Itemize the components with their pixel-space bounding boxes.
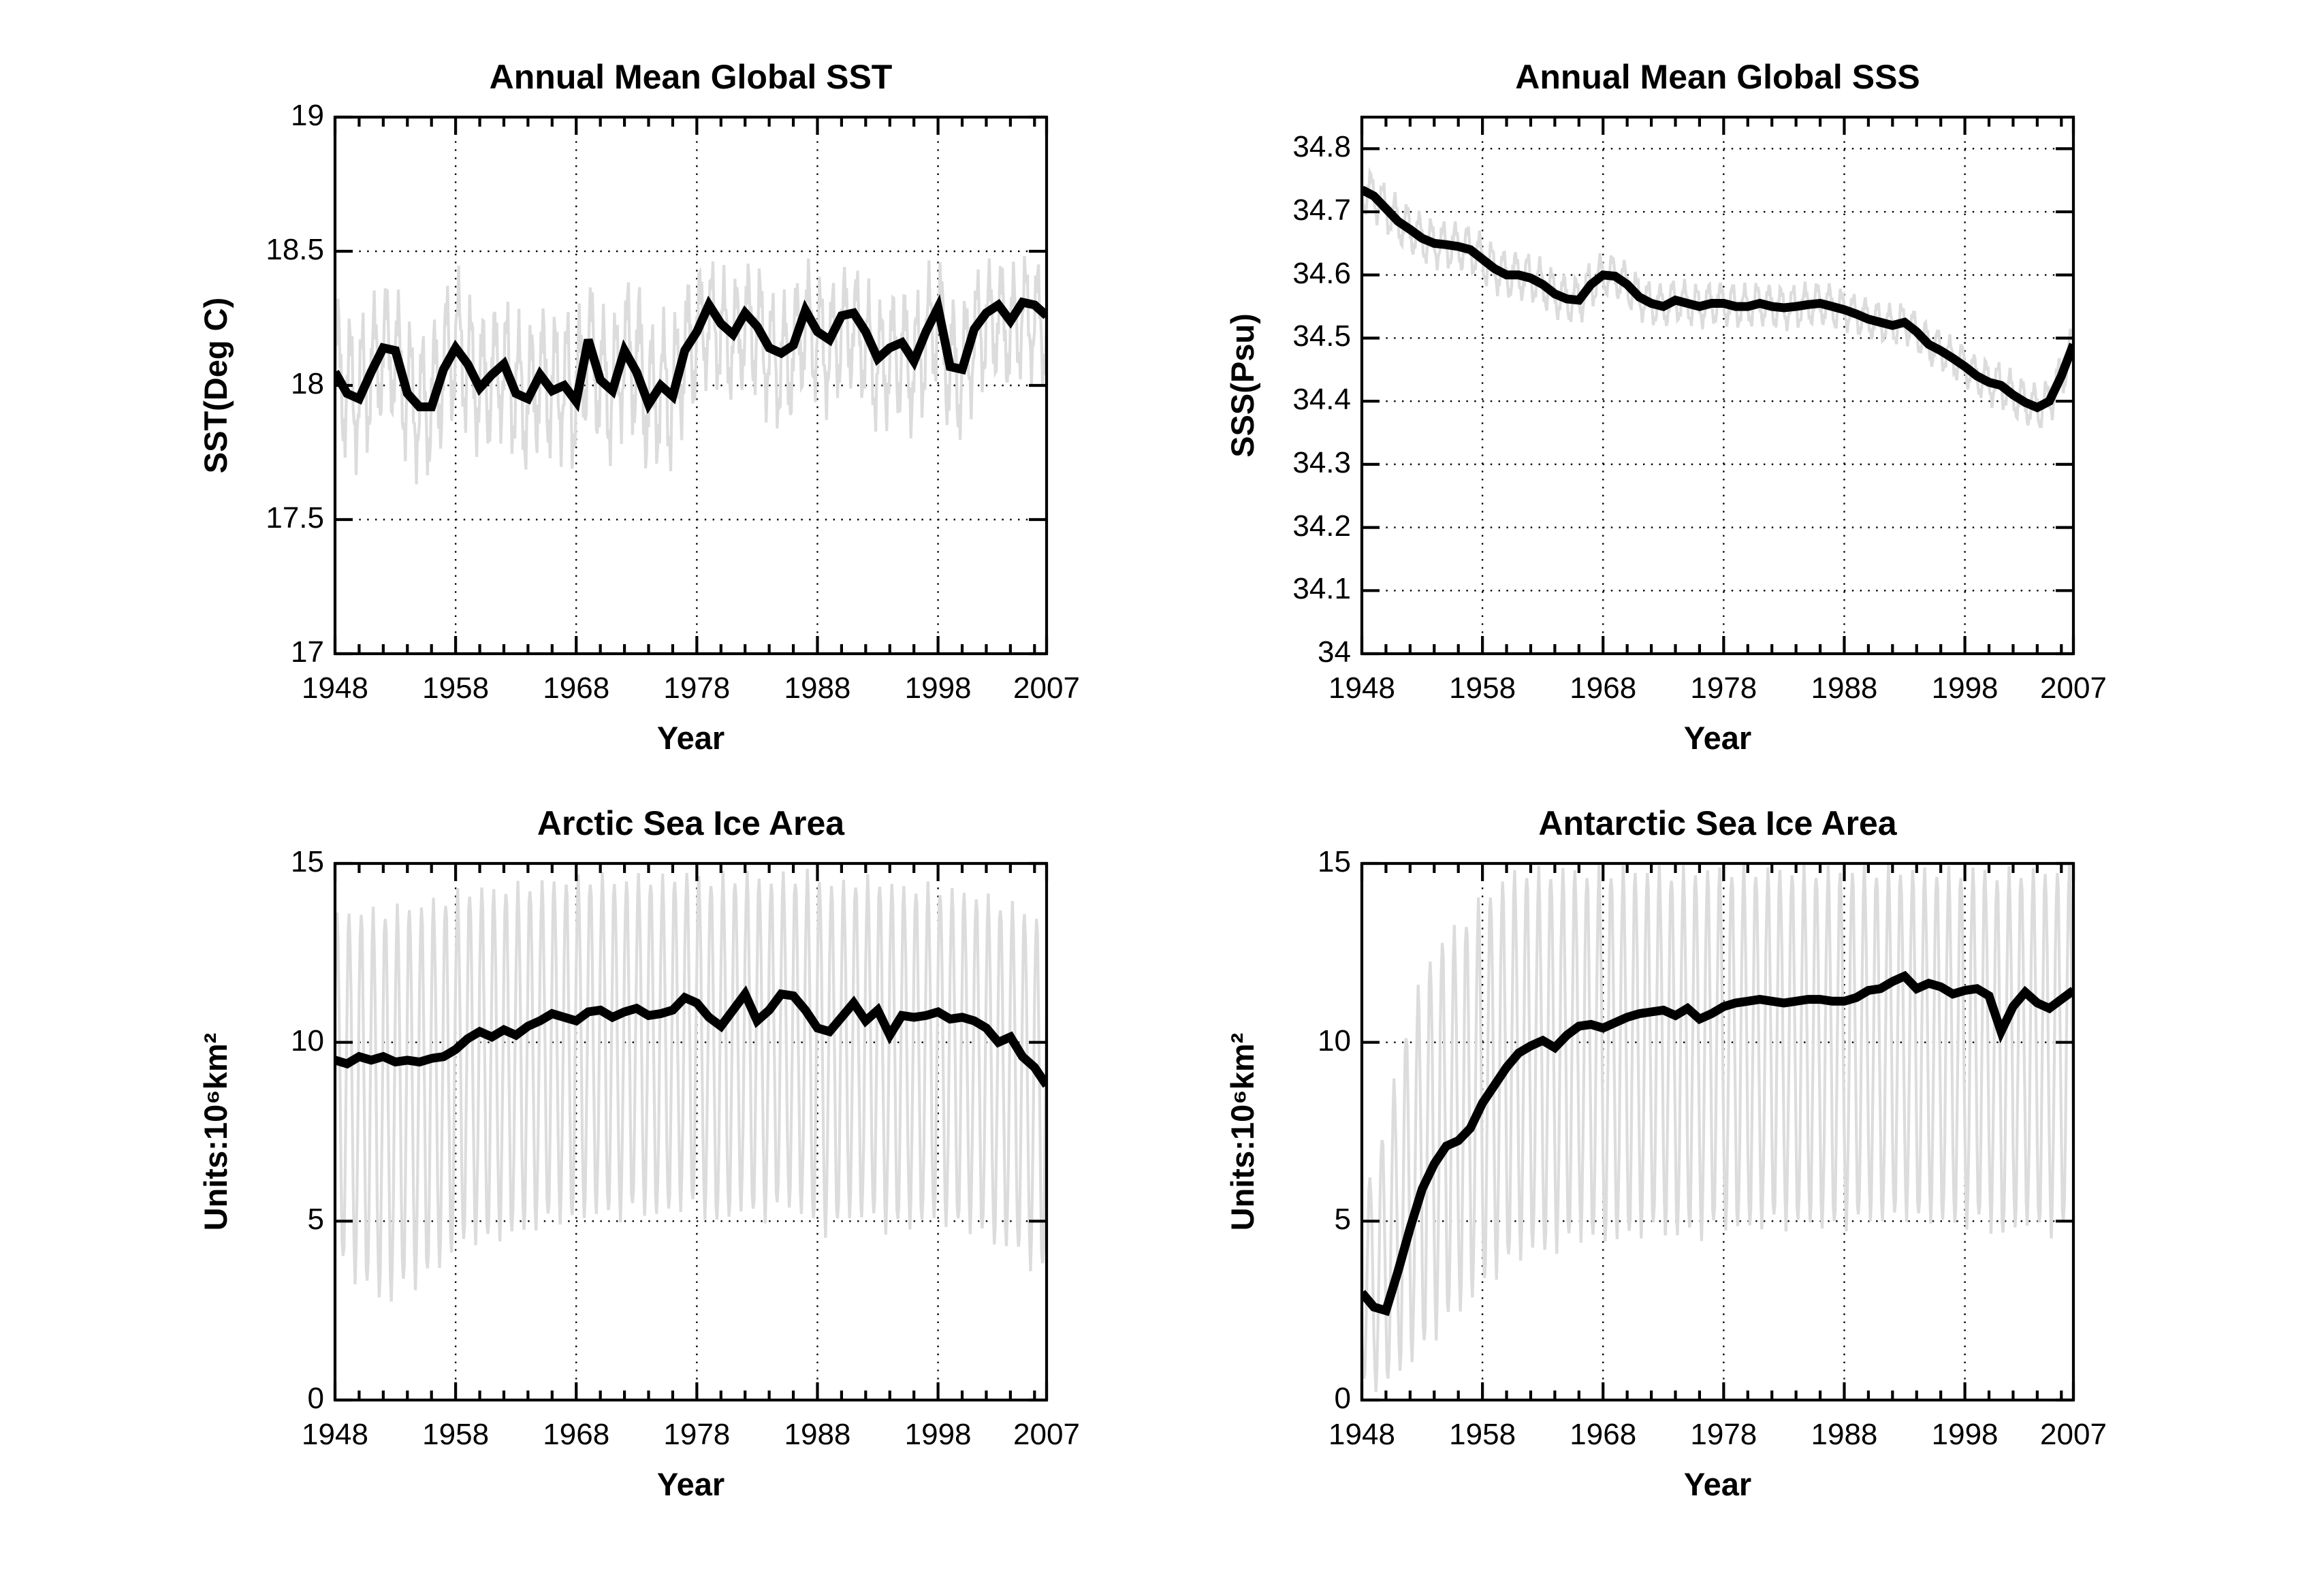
- chart-title-sss: Annual Mean Global SSS: [1515, 58, 1920, 96]
- x-axis-label-arctic-ice: Year: [656, 1466, 725, 1502]
- chart-title-arctic-ice: Arctic Sea Ice Area: [537, 804, 845, 842]
- sst-ticks: [333, 115, 1049, 656]
- sss-y-tick-34.1: 34.1: [1292, 572, 1351, 606]
- sst-y-tick-17.5: 17.5: [266, 501, 324, 535]
- sst-annual-line: [335, 293, 1047, 415]
- arctic-ice-monthly-line: [335, 868, 1047, 1302]
- sst-y-tick-17: 17: [291, 635, 324, 669]
- antarctic-ice-x-tick-1988: 1988: [1811, 1418, 1878, 1451]
- antarctic-ice-y-tick-5: 5: [1334, 1203, 1351, 1237]
- sst-x-tick-1968: 1968: [543, 671, 610, 705]
- antarctic-ice-monthly-line: [1362, 863, 2073, 1393]
- antarctic-ice-y-tick-10: 10: [1318, 1023, 1351, 1058]
- antarctic-ice-x-tick-1948: 1948: [1328, 1418, 1395, 1451]
- antarctic-ice-y-tick-15: 15: [1318, 845, 1351, 878]
- arctic-ice-y-tick-0: 0: [307, 1382, 324, 1415]
- arctic-ice-x-tick-2007: 2007: [1013, 1418, 1080, 1451]
- arctic-ice-x-tick-1978: 1978: [663, 1418, 731, 1451]
- antarctic-ice-x-tick-2007: 2007: [2040, 1418, 2107, 1451]
- sss-x-tick-1998: 1998: [1931, 671, 1999, 705]
- sst-y-tick-18.5: 18.5: [266, 233, 324, 266]
- arctic-ice-x-tick-1948: 1948: [302, 1418, 368, 1451]
- sss-y-tick-34.2: 34.2: [1292, 509, 1351, 543]
- arctic-ice-y-tick-10: 10: [291, 1023, 324, 1058]
- sss-x-tick-1968: 1968: [1570, 671, 1637, 705]
- sss-y-tick-34.5: 34.5: [1292, 319, 1351, 353]
- sst-x-tick-1988: 1988: [784, 671, 851, 705]
- sss-y-tick-34.4: 34.4: [1292, 383, 1351, 417]
- arctic-ice-x-tick-1968: 1968: [543, 1418, 610, 1451]
- antarctic-ice-annual-line: [1362, 970, 2073, 1316]
- sss-y-tick-34.3: 34.3: [1292, 445, 1351, 479]
- sss-monthly-line: [1362, 167, 2073, 430]
- arctic-ice-y-tick-15: 15: [291, 845, 324, 878]
- sss-y-tick-34.7: 34.7: [1292, 193, 1351, 227]
- chart-title-antarctic-ice: Antarctic Sea Ice Area: [1538, 804, 1897, 842]
- chart-title-sst: Annual Mean Global SST: [489, 58, 893, 96]
- antarctic-ice-x-tick-1968: 1968: [1570, 1418, 1637, 1451]
- x-axis-label-antarctic-ice: Year: [1683, 1466, 1752, 1502]
- sst-y-tick-19: 19: [291, 99, 324, 132]
- sss-y-tick-34.8: 34.8: [1292, 130, 1351, 164]
- antarctic-ice-x-tick-1958: 1958: [1449, 1418, 1516, 1451]
- sst-y-tick-18: 18: [291, 367, 324, 400]
- arctic-ice-x-tick-1958: 1958: [422, 1418, 490, 1451]
- arctic-ice-x-tick-1998: 1998: [904, 1418, 972, 1451]
- arctic-ice-x-tick-1988: 1988: [784, 1418, 851, 1451]
- sss-y-tick-34: 34: [1318, 635, 1351, 669]
- sss-x-tick-1978: 1978: [1690, 671, 1757, 705]
- arctic-ice-y-tick-5: 5: [307, 1203, 324, 1237]
- sss-ticks: [1360, 117, 2075, 656]
- arctic-ice-axis-box: [333, 861, 1049, 1402]
- arctic-ice-annual-line: [335, 985, 1047, 1088]
- antarctic-ice-axis-box: [1360, 861, 2075, 1402]
- sst-x-tick-1998: 1998: [904, 671, 972, 705]
- sst-x-tick-1978: 1978: [663, 671, 731, 705]
- sss-x-tick-2007: 2007: [2040, 671, 2107, 705]
- sss-x-tick-1958: 1958: [1449, 671, 1516, 705]
- x-axis-label-sst: Year: [656, 720, 725, 756]
- antarctic-ice-y-tick-0: 0: [1334, 1382, 1351, 1415]
- sss-y-tick-34.6: 34.6: [1292, 256, 1351, 290]
- y-axis-label-antarctic-ice: Units:10⁶km²: [1224, 1032, 1260, 1231]
- sst-x-tick-2007: 2007: [1013, 671, 1080, 705]
- y-axis-label-arctic-ice: Units:10⁶km²: [197, 1032, 234, 1231]
- antarctic-ice-x-tick-1978: 1978: [1690, 1418, 1757, 1451]
- sst-x-tick-1958: 1958: [422, 671, 490, 705]
- antarctic-ice-ticks: [1360, 861, 2075, 1402]
- sss-axis-box: [1360, 115, 2075, 656]
- sss-x-tick-1988: 1988: [1811, 671, 1878, 705]
- sss-annual-line: [1362, 185, 2073, 413]
- x-axis-label-sss: Year: [1683, 720, 1752, 756]
- antarctic-ice-x-tick-1998: 1998: [1931, 1418, 1999, 1451]
- sst-x-tick-1948: 1948: [302, 671, 368, 705]
- sss-x-tick-1948: 1948: [1328, 671, 1395, 705]
- arctic-ice-ticks: [333, 861, 1049, 1402]
